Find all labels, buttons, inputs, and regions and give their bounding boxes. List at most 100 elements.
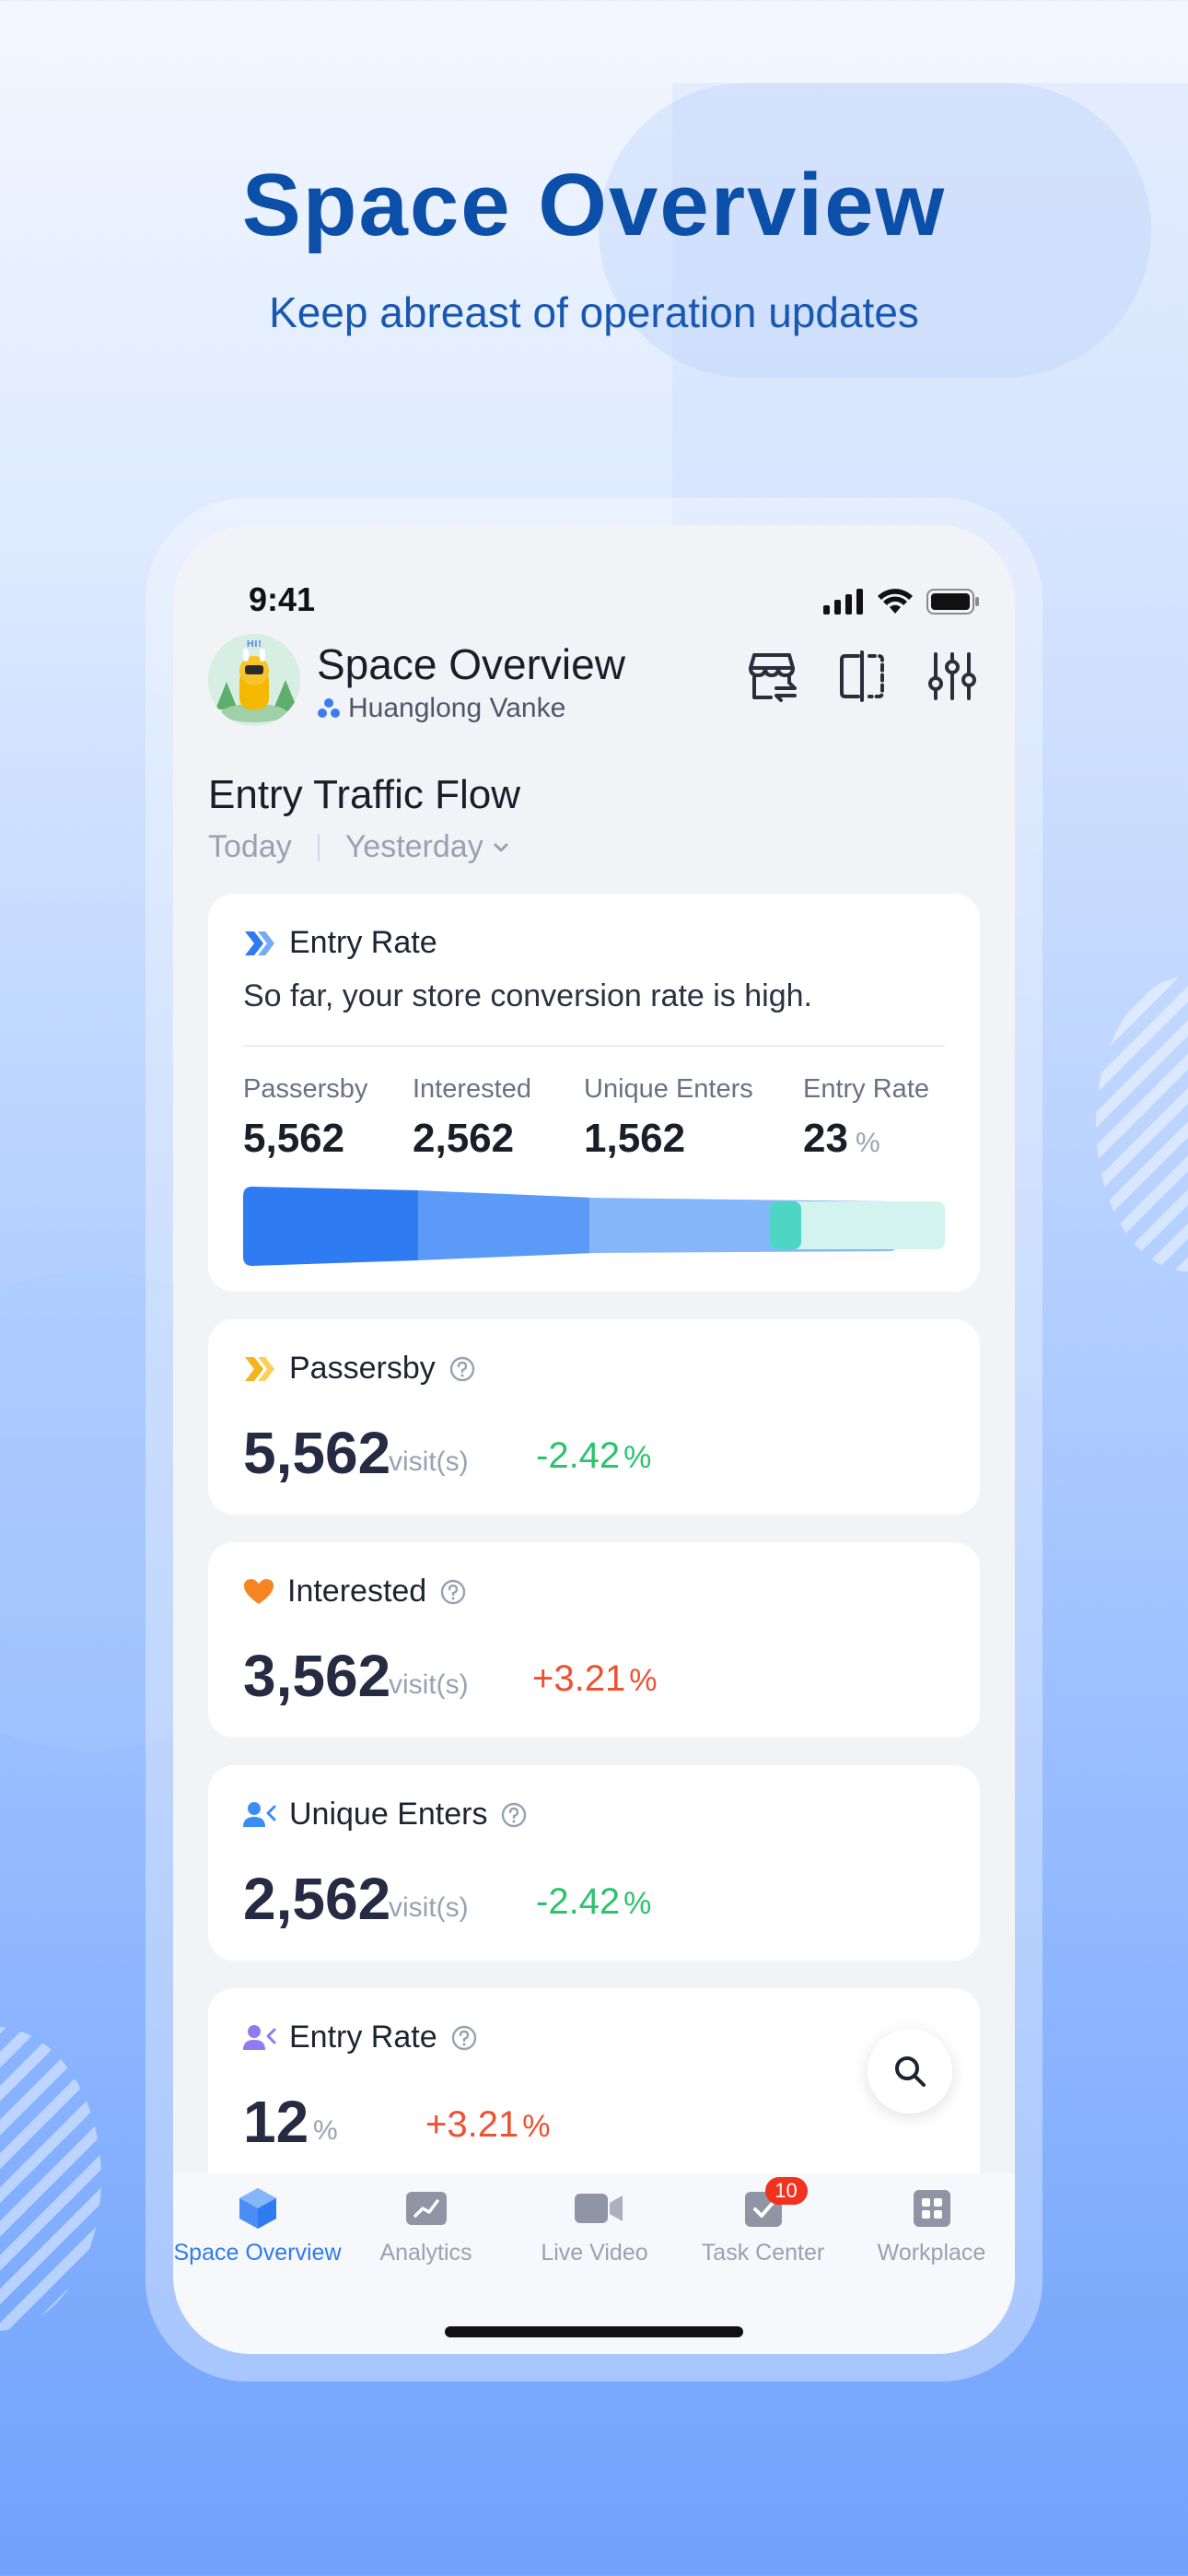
funnel-segment-passersby <box>243 1187 418 1266</box>
home-indicator <box>445 2326 743 2337</box>
phone-screen: 9:41 <box>173 525 1015 2354</box>
search-button[interactable] <box>868 2029 952 2113</box>
stat-card-title: Passersby <box>289 1351 436 1386</box>
people-group-icon <box>318 698 340 718</box>
stat-card-passersby[interactable]: Passersby 5,562 visit(s) -2.42% <box>208 1319 980 1515</box>
tab-icon-wrap <box>404 2186 448 2231</box>
tab-label: Task Center <box>701 2240 825 2266</box>
metric-value: 2,562 <box>413 1116 531 1162</box>
metric-number: 1,562 <box>584 1116 686 1161</box>
stat-change-unit: % <box>522 2109 551 2144</box>
funnel-segment-interested <box>418 1190 593 1260</box>
split-view-button[interactable] <box>834 649 890 704</box>
stat-value: 5,562 <box>243 1420 391 1486</box>
metric-value: 23% <box>803 1116 929 1162</box>
tab-analytics[interactable]: Analytics <box>342 2186 510 2266</box>
store-name: Huanglong Vanke <box>348 693 566 723</box>
metric-number: 2,562 <box>413 1116 515 1161</box>
stat-card-entry-rate[interactable]: Entry Rate 12 % +3.21% <box>208 1988 980 2209</box>
cellular-signal-icon <box>823 589 863 615</box>
stat-change-value: +3.21 <box>425 2104 519 2145</box>
filter-settings-button[interactable] <box>925 649 980 704</box>
stat-unit: % <box>313 2115 338 2146</box>
stat-change-value: +3.21 <box>532 1658 626 1699</box>
tab-space-overview[interactable]: Space Overview <box>173 2186 342 2266</box>
header-title: Space Overview <box>317 640 625 688</box>
help-icon[interactable] <box>500 1801 528 1829</box>
stat-card-header: Unique Enters <box>243 1797 528 1832</box>
store-switch-button[interactable] <box>744 649 799 704</box>
stat-change: -2.42% <box>536 1881 651 1923</box>
card-divider <box>243 1045 945 1047</box>
help-icon[interactable] <box>450 2024 478 2052</box>
status-icons <box>823 588 980 615</box>
grid-apps-icon <box>913 2190 950 2227</box>
entry-rate-summary-card: Entry Rate So far, your store conversion… <box>208 894 980 1292</box>
tab-icon-wrap: 10 <box>741 2177 808 2231</box>
stat-card-title: Entry Rate <box>289 2020 437 2055</box>
chart-icon <box>405 2192 447 2225</box>
double-chevron-icon <box>245 1356 274 1381</box>
stat-change-unit: % <box>623 1886 652 1921</box>
filter-divider <box>317 833 320 861</box>
filter-yesterday-dropdown[interactable]: Yesterday <box>345 829 509 865</box>
cube-icon <box>239 2188 276 2229</box>
tab-label: Space Overview <box>173 2240 342 2266</box>
date-filter: Today Yesterday <box>208 829 509 865</box>
tab-live-video[interactable]: Live Video <box>510 2186 679 2266</box>
stat-unit: visit(s) <box>389 1669 469 1700</box>
metric-number: 23 <box>803 1116 848 1161</box>
tab-task-center[interactable]: 10 Task Center <box>679 2177 847 2266</box>
entry-rate-track <box>770 1201 945 1249</box>
svg-text:HI!: HI! <box>247 639 262 650</box>
search-icon <box>895 2056 926 2087</box>
filter-yesterday-label: Yesterday <box>344 829 483 864</box>
double-chevron-icon <box>245 931 274 955</box>
person-enter-icon <box>243 2024 276 2050</box>
filter-today[interactable]: Today <box>208 829 292 864</box>
tab-label: Analytics <box>379 2240 472 2266</box>
stat-unit: visit(s) <box>389 1446 469 1477</box>
tab-icon-wrap <box>236 2186 280 2231</box>
metric-interested: Interested 2,562 <box>413 1074 531 1162</box>
metric-label: Entry Rate <box>803 1074 929 1104</box>
metric-label: Interested <box>413 1074 531 1104</box>
stat-value: 12 <box>243 2089 309 2155</box>
store-switch-icon <box>749 653 797 702</box>
promo-subtitle: Keep abreast of operation updates <box>269 288 919 336</box>
entry-rate-card-header: Entry Rate <box>243 925 437 961</box>
metric-number: 5,562 <box>243 1116 345 1161</box>
stat-change-unit: % <box>623 1440 652 1475</box>
stat-card-title: Unique Enters <box>289 1797 488 1832</box>
stat-card-unique-enters[interactable]: Unique Enters 2,562 visit(s) -2.42% <box>208 1765 980 1961</box>
metric-passersby: Passersby 5,562 <box>243 1074 367 1162</box>
promo-title: Space Overview <box>241 156 947 254</box>
metric-label: Passersby <box>243 1074 368 1104</box>
help-icon[interactable] <box>448 1355 476 1383</box>
help-icon[interactable] <box>439 1578 467 1606</box>
stat-card-title: Interested <box>287 1574 427 1609</box>
status-bar: 9:41 <box>173 553 1015 626</box>
stat-card-header: Interested <box>243 1574 467 1610</box>
stat-change: +3.21% <box>425 2104 550 2146</box>
split-view-icon <box>840 650 884 702</box>
metric-value: 1,562 <box>584 1116 753 1162</box>
wifi-icon <box>878 589 913 614</box>
avatar[interactable]: HI! <box>208 634 300 726</box>
heart-icon <box>244 1578 274 1604</box>
stat-change-value: -2.42 <box>536 1435 621 1476</box>
stat-card-interested[interactable]: Interested 3,562 visit(s) +3.21% <box>208 1542 980 1738</box>
store-selector[interactable]: Huanglong Vanke <box>317 693 565 724</box>
status-time: 9:41 <box>249 580 316 618</box>
section-title: Entry Traffic Flow <box>208 772 521 817</box>
battery-icon <box>926 589 979 615</box>
entry-rate-description: So far, your store conversion rate is hi… <box>243 978 812 1013</box>
chevron-down-icon <box>494 843 508 851</box>
metric-unique-enters: Unique Enters 1,562 <box>584 1074 753 1162</box>
metric-unit: % <box>855 1128 880 1158</box>
stat-card-header: Passersby <box>243 1351 476 1387</box>
stat-value: 3,562 <box>243 1643 391 1709</box>
header-actions <box>744 649 980 704</box>
tab-workplace[interactable]: Workplace <box>847 2186 1015 2266</box>
metric-label: Unique Enters <box>584 1074 753 1104</box>
